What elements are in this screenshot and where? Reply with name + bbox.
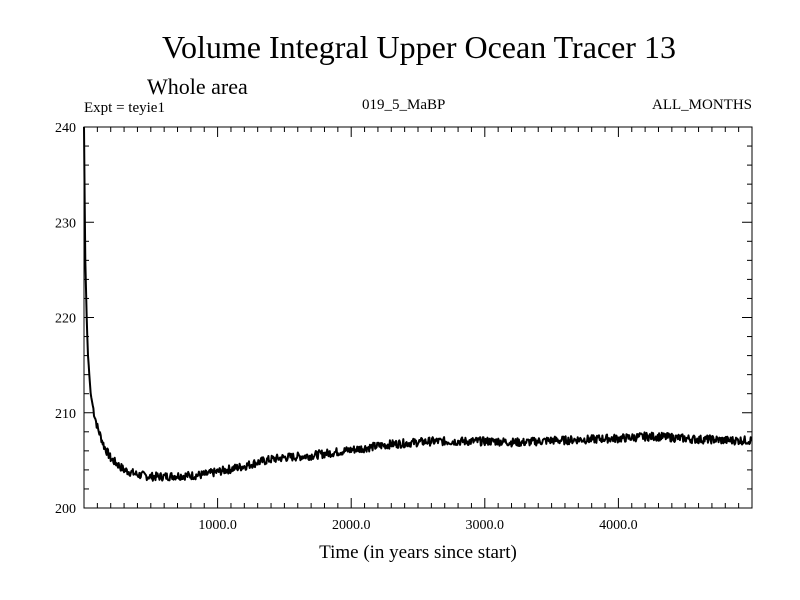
y-tick-label: 240 — [55, 121, 76, 136]
x-tick-label: 1000.0 — [198, 518, 237, 533]
plot-area-frame — [83, 126, 753, 509]
y-tick-labels: 200 210 220 230 240 — [55, 121, 76, 517]
chart-subtitle: Whole area — [147, 74, 248, 99]
chart-title: Volume Integral Upper Ocean Tracer 13 — [162, 29, 676, 65]
y-tick-label: 200 — [55, 502, 76, 517]
y-tick-label: 210 — [55, 407, 76, 422]
run-label: 019_5_MaBP — [362, 97, 445, 113]
x-tick-labels: 1000.0 2000.0 3000.0 4000.0 — [198, 518, 637, 533]
y-tick-label: 230 — [55, 216, 76, 231]
y-tick-label: 220 — [55, 312, 76, 327]
x-tick-label: 2000.0 — [332, 518, 371, 533]
experiment-label: Expt = teyie1 — [84, 100, 165, 116]
x-axis-label: Time (in years since start) — [319, 542, 517, 563]
x-tick-label: 3000.0 — [466, 518, 505, 533]
ticks-layer — [84, 127, 752, 508]
season-label: ALL_MONTHS — [652, 97, 752, 113]
x-tick-label: 4000.0 — [599, 518, 638, 533]
series-line — [83, 126, 753, 482]
